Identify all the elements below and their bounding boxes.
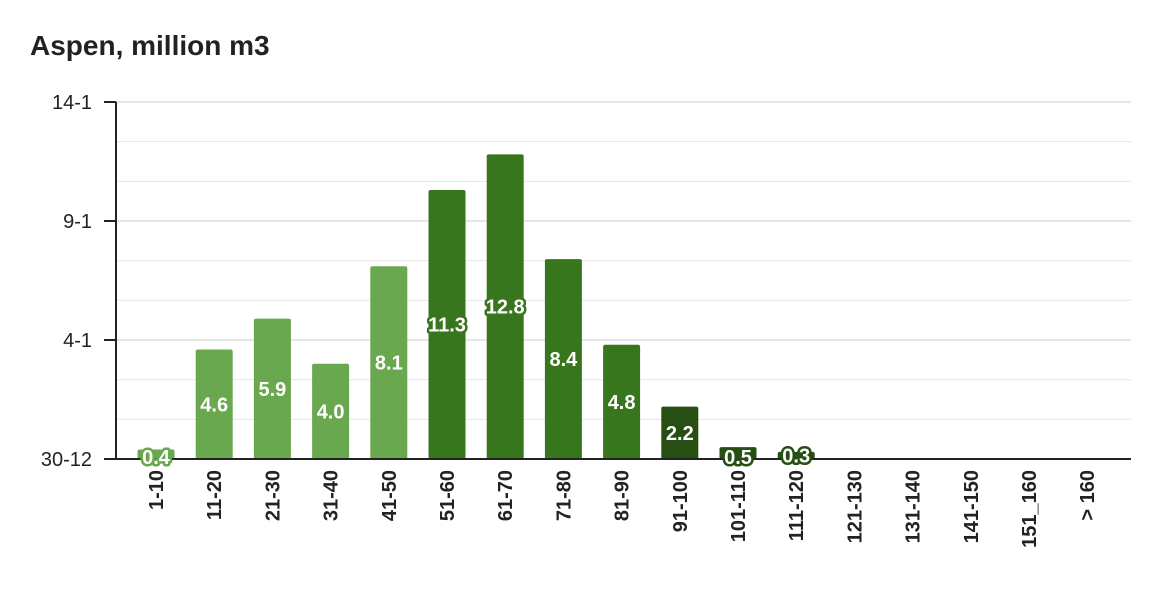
x-tick-label: 81-90 [612,470,634,521]
chart-title: Aspen, million m3 [30,30,270,61]
bar-71-80 [544,259,582,459]
bar-51-60 [428,190,466,459]
bar-91-100 [661,406,699,459]
y-tick-label: 9-1 [63,211,92,233]
x-tick-label: 101-110 [728,470,750,542]
bar-21-30 [253,318,291,459]
x-tick-label: 61-70 [495,470,517,521]
x-tick-label: 151_160 [1019,470,1041,548]
data-label: 4.0 [317,401,345,423]
bar-61-70 [486,154,524,460]
x-tick-label: 121-130 [844,470,866,543]
data-label: 8.1 [375,353,403,375]
x-tick-label: 11-20 [204,470,226,520]
data-label: 4.6 [200,394,228,416]
x-tick-label: 71-80 [553,470,575,521]
data-label: 5.9 [258,379,286,401]
x-tick-label: 131-140 [903,470,925,543]
bar-81-90 [603,344,641,459]
data-label: 2.2 [666,423,694,445]
x-tick-label: 31-40 [321,470,343,521]
data-label: 12.8 [486,297,525,319]
y-tick-label: 30-12 [41,449,92,471]
data-label: 8.4 [549,349,578,371]
x-tick-labels: 1-10 11-20 21-30 31-40 41-50 51-60 61-70 71-80 8… [146,470,1099,548]
bar-1-10 [137,449,175,459]
data-label: 4.8 [608,392,636,414]
y-tick-labels: 30-12 4-1 9-1 14-1 [41,92,116,471]
data-label: 11.3 [428,315,466,337]
bar-41-50 [370,266,408,459]
data-label: 0.4 [142,447,171,469]
x-tick-label: > 160 [1077,470,1099,521]
bar-11-20 [195,349,233,459]
y-tick-label: 4-1 [63,330,92,352]
x-tick-label: 51-60 [437,470,459,521]
x-tick-label: 41-50 [379,470,401,521]
data-label: 0.3 [782,445,810,467]
axes [104,102,1131,460]
x-tick-label: 91-100 [670,470,692,532]
bars [137,154,815,460]
x-tick-label: 141-150 [961,470,983,543]
data-labels: 0.4 4.6 5.9 4.0 8.1 11.3 12.8 8.4 4.8 2.2 0.5 0.3 [140,294,813,471]
x-tick-label: 1-10 [146,470,168,510]
x-tick-label: 21-30 [262,470,284,521]
x-tick-label: 111-120 [786,470,808,541]
data-label: 0.5 [724,447,752,469]
bar-111-120 [777,451,815,459]
bar-31-40 [312,363,350,459]
y-tick-label: 14-1 [52,92,92,114]
bar-101-110 [719,447,757,459]
